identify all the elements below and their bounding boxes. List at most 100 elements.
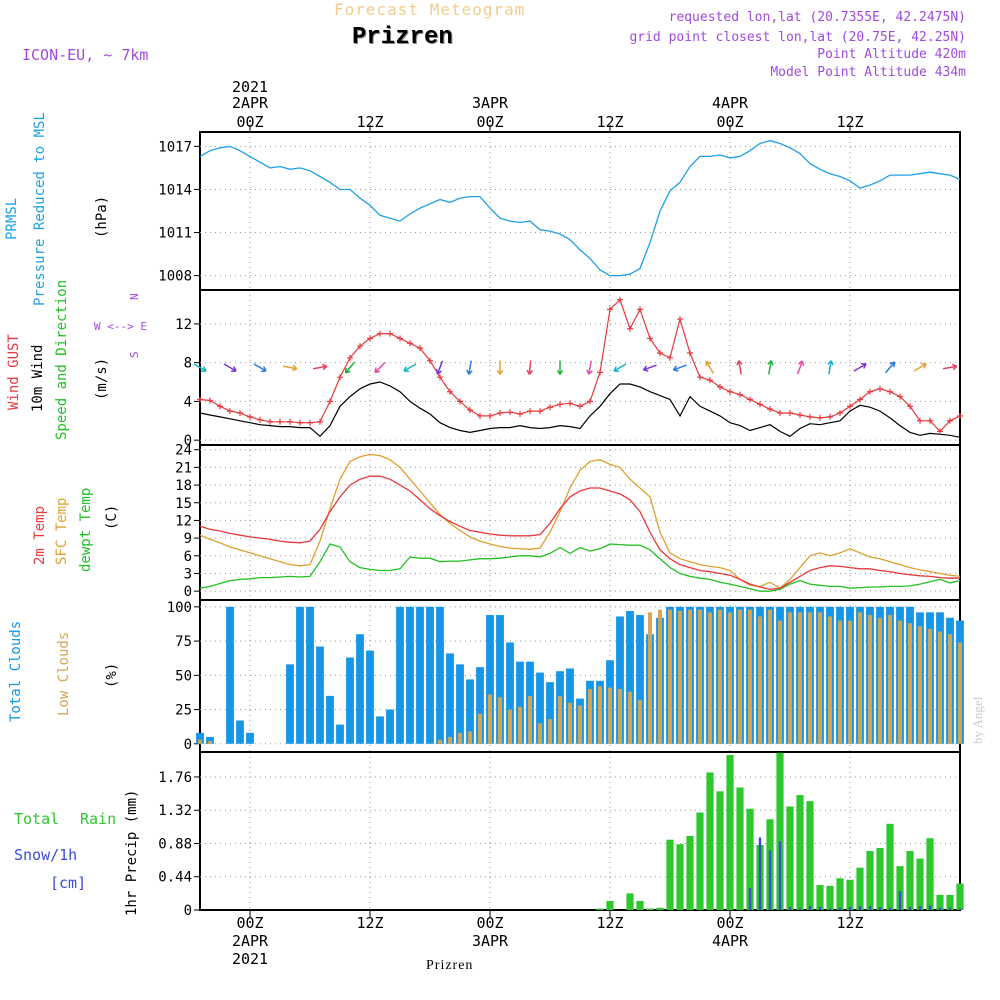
wind-direction-arrow xyxy=(344,361,356,374)
snow-bar xyxy=(818,906,822,910)
rain-bar xyxy=(666,839,674,910)
precip-label-snow: Snow/1h xyxy=(14,846,78,864)
low-clouds-bar xyxy=(888,615,892,744)
temp-2m-line xyxy=(199,475,960,591)
low-clouds-bar xyxy=(808,612,812,744)
rain-bar xyxy=(926,838,934,910)
precip-label-rain: Rain xyxy=(80,810,117,828)
wind-direction-arrow xyxy=(468,360,472,375)
wind-gust-marker xyxy=(717,383,723,390)
wind-ytick-label: 8 xyxy=(184,356,192,372)
wind-direction-arrow xyxy=(913,363,927,372)
requested-coords: requested lon,lat (20.7355E, 42.2475N) xyxy=(668,10,966,25)
wind-gust-marker xyxy=(457,398,463,405)
wind-gust-marker xyxy=(617,296,623,303)
wind-gust-marker xyxy=(277,418,283,425)
rain-bar xyxy=(596,908,604,910)
temp-ytick-label: 18 xyxy=(175,478,192,494)
rain-bar xyxy=(886,823,894,910)
wind-direction-arrow xyxy=(193,363,207,372)
rain-bar xyxy=(846,879,854,910)
snow-bar xyxy=(958,908,962,910)
rain-bar xyxy=(866,851,874,910)
wind-gust-marker xyxy=(237,410,243,417)
wind-direction-arrow xyxy=(768,360,772,375)
rain-bar xyxy=(916,858,924,910)
wind-gust-marker xyxy=(537,408,543,415)
wind-arrow-head xyxy=(435,369,443,375)
bottom-label-date: 4APR xyxy=(712,932,749,950)
precip-ytick-label: 0.88 xyxy=(158,836,192,852)
low-clouds-bar xyxy=(448,736,452,744)
clouds-ytick-label: 0 xyxy=(184,737,192,753)
wind-gust-marker xyxy=(577,403,583,410)
rain-bar xyxy=(776,752,784,910)
temp-ytick-label: 15 xyxy=(175,496,192,512)
wind-ytick-label: 0 xyxy=(184,433,192,449)
wind-direction-arrow xyxy=(223,363,237,372)
total-clouds-bar xyxy=(226,606,234,744)
panel-frame-4 xyxy=(199,751,961,911)
wind-arrow-head xyxy=(586,369,593,375)
total-clouds-bar xyxy=(386,709,394,744)
wind-direction-arrow xyxy=(643,364,657,371)
total-clouds-bar xyxy=(336,724,344,744)
wind-arrow-head xyxy=(403,366,409,372)
wind-direction-arrow xyxy=(673,364,687,371)
low-clouds-bar xyxy=(718,609,722,744)
wind-gust-marker xyxy=(607,306,613,313)
wind-arrow-head xyxy=(672,365,679,372)
wind-gust-marker xyxy=(257,416,263,423)
rain-bar xyxy=(736,787,744,910)
wind-direction-arrow xyxy=(613,363,627,372)
temp-ytick-label: 3 xyxy=(184,566,192,582)
wind-gust-marker xyxy=(857,396,863,403)
wind-ytick-label: 4 xyxy=(184,394,192,410)
snow-bar xyxy=(908,906,912,910)
total-clouds-bar xyxy=(536,672,544,744)
rain-bar xyxy=(636,900,644,910)
rain-bar xyxy=(826,885,834,910)
top-label-hour: 12Z xyxy=(836,113,863,131)
low-clouds-bar xyxy=(458,732,462,744)
total-clouds-bar xyxy=(196,732,204,744)
wind-arrow-head xyxy=(861,363,867,369)
wind-gust-marker xyxy=(667,354,673,361)
total-clouds-bar xyxy=(636,615,644,744)
wind-gust-marker xyxy=(707,377,713,384)
pressure-ytick-label: 1017 xyxy=(158,139,192,155)
total-clouds-bar xyxy=(416,606,424,744)
low-clouds-bar xyxy=(198,739,202,744)
wind-direction-arrow xyxy=(853,363,867,372)
low-clouds-bar xyxy=(858,612,862,744)
wind-gust-marker xyxy=(587,398,593,405)
snow-bar xyxy=(838,907,842,910)
low-clouds-bar xyxy=(668,609,672,744)
wind-gust-marker xyxy=(597,369,603,376)
rain-bar xyxy=(796,795,804,910)
low-clouds-bar xyxy=(898,620,902,744)
temp-ytick-label: 9 xyxy=(184,531,192,547)
rain-bar xyxy=(656,907,664,910)
low-clouds-bar xyxy=(878,617,882,744)
wind-gust-marker xyxy=(397,335,403,342)
low-clouds-bar xyxy=(768,609,772,744)
rain-bar xyxy=(806,801,814,910)
wind-gust-marker xyxy=(777,410,783,417)
wind-direction-arrow xyxy=(588,360,592,375)
wind-gust-marker xyxy=(497,410,503,417)
wind-gust-marker xyxy=(547,404,553,411)
wind-direction-arrow xyxy=(282,365,298,370)
top-label-hour: 12Z xyxy=(356,113,383,131)
snow-bar xyxy=(758,837,762,910)
wind-gust-marker xyxy=(687,349,693,356)
wind-arrow-head xyxy=(827,360,834,366)
precip-label-total: Total xyxy=(14,810,60,828)
wind-arrow-head xyxy=(613,366,619,372)
rain-bar xyxy=(626,893,634,910)
wind-direction-arrow xyxy=(403,363,417,372)
wind-arrow-head xyxy=(261,366,267,372)
bottom-label-hour: 00Z xyxy=(716,914,743,932)
low-clouds-bar xyxy=(598,686,602,744)
